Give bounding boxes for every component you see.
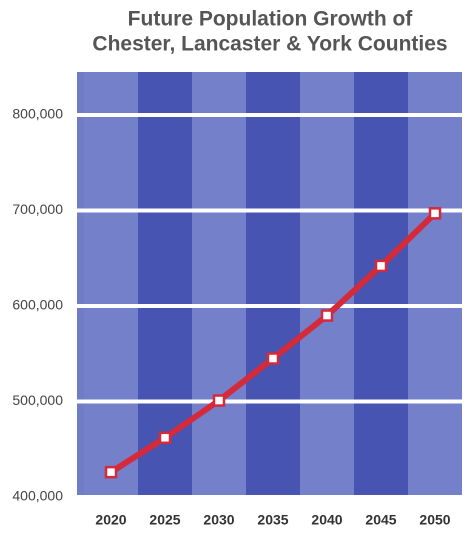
y-tick-label: 500,000 [12,392,63,408]
data-point [320,309,334,322]
y-tick-label: 600,000 [12,297,63,313]
data-point [428,207,442,220]
y-tick-label: 400,000 [12,488,63,504]
x-tick-label: 2045 [365,512,396,528]
data-point [266,352,280,365]
chart-title: Chester, Lancaster & York Counties [92,33,447,56]
data-point [212,394,226,407]
data-point [158,431,172,445]
y-tick-label: 800,000 [12,106,63,122]
x-tick-label: 2025 [149,512,180,528]
y-tick-label: 700,000 [12,201,63,217]
column-stripe [192,72,246,497]
x-tick-label: 2020 [95,512,126,528]
data-point [374,259,388,273]
x-tick-label: 2035 [257,512,288,528]
column-stripe [300,72,354,497]
x-tick-label: 2030 [203,512,234,528]
column-stripe [246,72,300,497]
chart-title: Future Population Growth of [128,8,414,31]
column-stripe [84,72,138,497]
x-tick-label: 2040 [311,512,342,528]
data-point [104,465,118,479]
x-tick-label: 2050 [419,512,450,528]
column-stripe [408,72,462,497]
